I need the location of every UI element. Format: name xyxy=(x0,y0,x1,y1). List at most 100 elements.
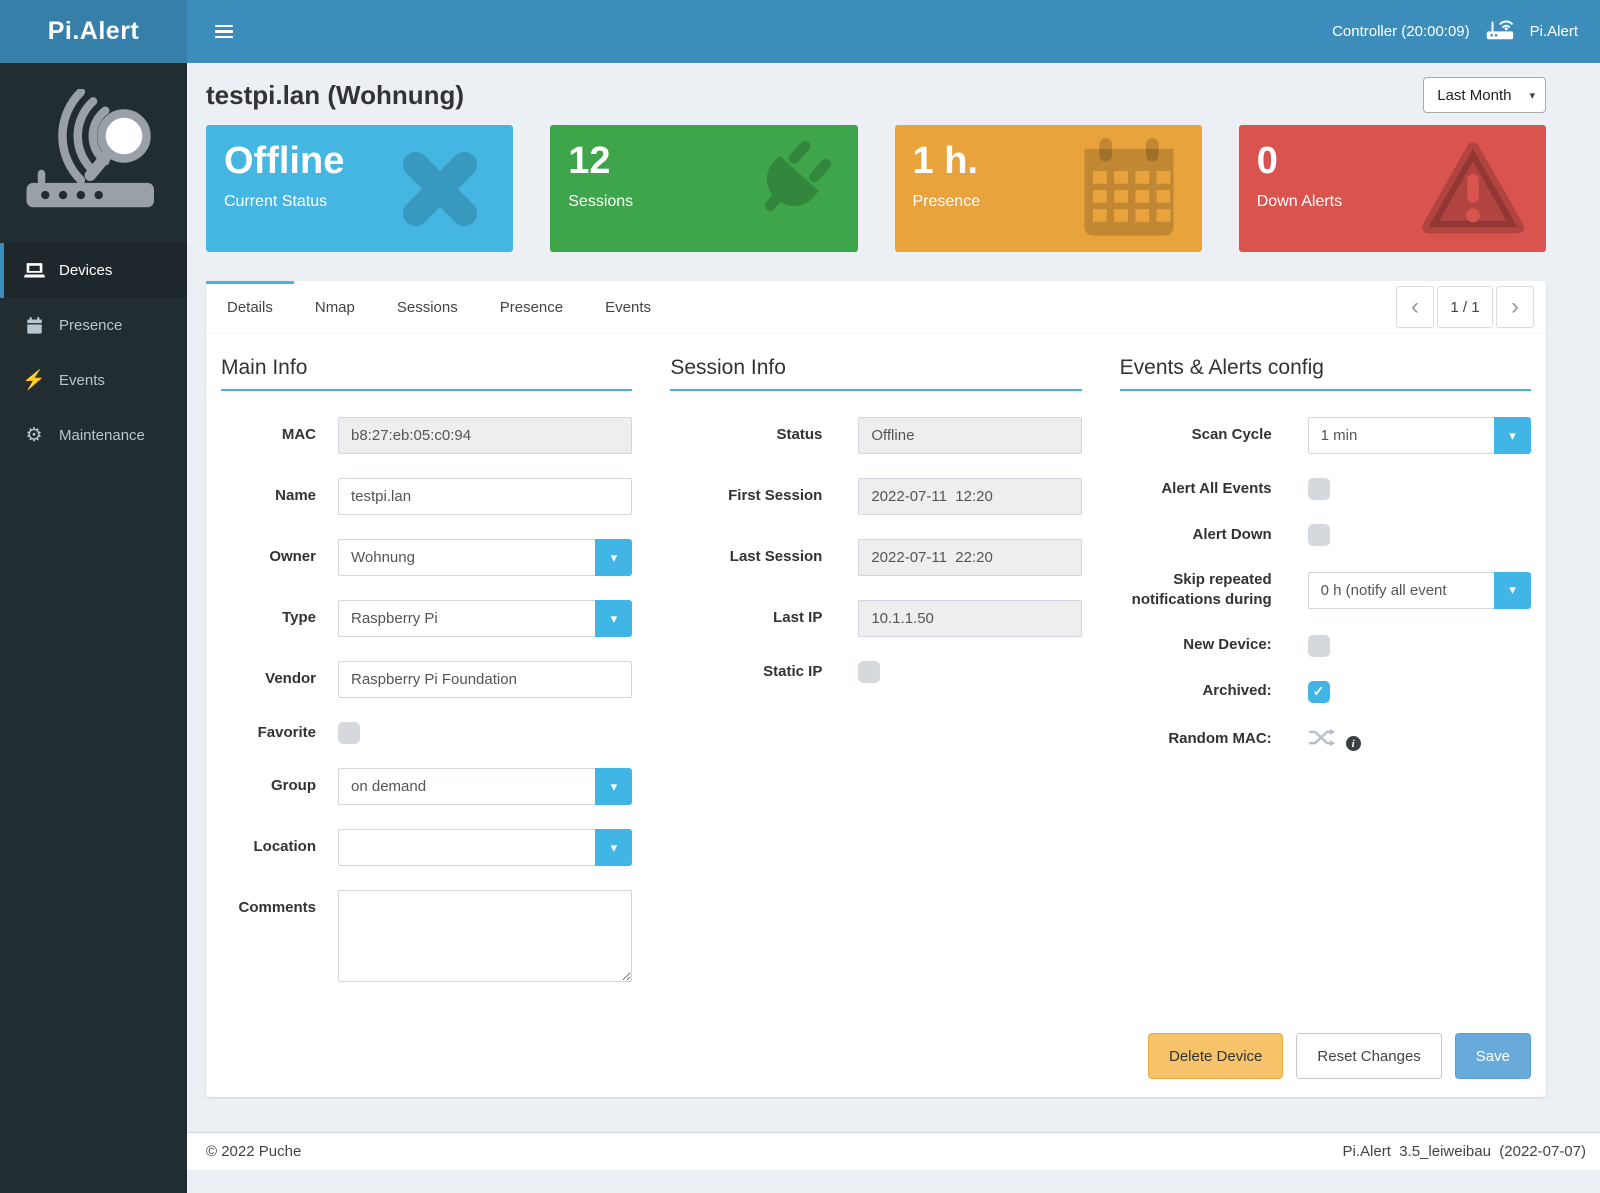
prev-device-button[interactable]: ‹ xyxy=(1396,286,1434,328)
panel-tabs-row: Details Nmap Sessions Presence Events ‹ … xyxy=(206,281,1546,334)
group-select[interactable]: on demand ▾ xyxy=(338,768,633,805)
sessions-card[interactable]: 12 Sessions xyxy=(550,125,858,252)
info-icon[interactable]: i xyxy=(1345,736,1361,751)
last-session-field: 2022-07-11 22:20 xyxy=(858,539,1082,576)
card-label: Presence xyxy=(912,192,981,210)
sidebar-item-presence[interactable]: Presence xyxy=(0,298,187,353)
save-button[interactable]: Save xyxy=(1454,1033,1531,1079)
vendor-field[interactable] xyxy=(338,661,633,698)
chevron-down-icon: ▾ xyxy=(1529,89,1535,102)
alerts-config-section: Events & Alerts config Scan Cycle 1 min … xyxy=(1119,356,1531,1011)
skip-notifications-label: Skip repeated notifications during xyxy=(1131,571,1272,609)
location-label: Location xyxy=(253,838,317,856)
skip-notifications-select-value: 0 h (notify all event xyxy=(1307,571,1494,609)
form-actions: Delete Device Reset Changes Save xyxy=(221,1033,1531,1079)
random-mac-label: Random MAC: xyxy=(1168,730,1272,748)
section-title-main-info: Main Info xyxy=(221,356,633,391)
app-logo xyxy=(0,63,187,243)
x-mark-icon xyxy=(387,136,493,242)
top-navbar: Pi.Alert Controller (20:00:09) xyxy=(0,0,1600,63)
sidebar-toggle-button[interactable] xyxy=(203,12,245,52)
type-select[interactable]: Raspberry Pi ▾ xyxy=(338,600,633,637)
period-select-value: Last Month xyxy=(1437,86,1512,104)
archived-checkbox[interactable]: ✓ xyxy=(1307,680,1330,703)
section-title-session-info: Session Info xyxy=(670,356,1082,391)
chevron-down-icon: ▾ xyxy=(610,610,618,626)
down-alerts-card[interactable]: 0 Down Alerts xyxy=(1238,125,1546,252)
location-select-button[interactable]: ▾ xyxy=(595,829,633,866)
type-select-button[interactable]: ▾ xyxy=(595,600,633,637)
sidebar: Devices Presence xyxy=(0,63,187,1193)
tab-details[interactable]: Details xyxy=(206,281,294,333)
chevron-right-icon: › xyxy=(1511,293,1519,320)
hamburger-icon xyxy=(215,24,233,28)
presence-card[interactable]: 1 h. Presence xyxy=(894,125,1202,252)
static-ip-checkbox[interactable] xyxy=(858,661,881,683)
card-value: 12 xyxy=(568,140,611,182)
skip-notifications-select[interactable]: 0 h (notify all event ▾ xyxy=(1307,571,1531,609)
tab-presence[interactable]: Presence xyxy=(499,299,564,316)
vendor-label: Vendor xyxy=(265,670,316,688)
mac-field[interactable]: b8:27:eb:05:c0:94 xyxy=(338,417,633,454)
tab-sessions[interactable]: Sessions xyxy=(396,299,458,316)
reset-changes-button[interactable]: Reset Changes xyxy=(1296,1033,1442,1079)
name-field[interactable] xyxy=(338,478,633,515)
status-field: Offline xyxy=(858,417,1082,454)
calendar-icon xyxy=(22,317,46,334)
page-header: testpi.lan (Wohnung) Last Month ▾ xyxy=(206,77,1546,113)
warning-triangle-icon xyxy=(1420,136,1526,242)
alert-all-events-checkbox[interactable] xyxy=(1307,478,1330,500)
card-value: Offline xyxy=(224,140,345,182)
status-label: Status xyxy=(776,426,823,444)
scan-cycle-select-value: 1 min xyxy=(1307,417,1494,454)
sidebar-item-devices[interactable]: Devices xyxy=(0,243,187,298)
first-session-label: First Session xyxy=(728,487,823,505)
chevron-down-icon: ▾ xyxy=(1509,427,1516,443)
last-ip-label: Last IP xyxy=(773,609,823,627)
alert-down-checkbox[interactable] xyxy=(1307,524,1330,546)
type-select-value: Raspberry Pi xyxy=(338,600,596,637)
location-select[interactable]: ▾ xyxy=(338,829,633,866)
sidebar-item-events[interactable]: ⚡ Events xyxy=(0,353,187,408)
owner-select-button[interactable]: ▾ xyxy=(595,539,633,576)
alert-down-label: Alert Down xyxy=(1192,525,1272,543)
brand-logo[interactable]: Pi.Alert xyxy=(0,0,187,63)
next-device-button[interactable]: › xyxy=(1496,286,1534,328)
group-select-button[interactable]: ▾ xyxy=(595,768,633,805)
device-name[interactable]: Pi.Alert xyxy=(1529,23,1578,40)
page-indicator: 1 / 1 xyxy=(1437,286,1493,328)
group-label: Group xyxy=(271,777,316,795)
calendar-grid-icon xyxy=(1076,136,1182,242)
plug-icon xyxy=(732,136,838,242)
tab-events[interactable]: Events xyxy=(605,299,651,316)
controller-status[interactable]: Controller (20:00:09) xyxy=(1332,23,1470,40)
card-value: 0 xyxy=(1256,140,1278,182)
type-label: Type xyxy=(282,609,316,627)
delete-device-button[interactable]: Delete Device xyxy=(1148,1033,1284,1079)
scan-cycle-select-button[interactable]: ▾ xyxy=(1494,417,1531,454)
name-label: Name xyxy=(275,487,316,505)
tab-nmap[interactable]: Nmap xyxy=(314,299,355,316)
scan-cycle-select[interactable]: 1 min ▾ xyxy=(1307,417,1531,454)
period-select[interactable]: Last Month ▾ xyxy=(1423,77,1546,113)
tabs: Details Nmap Sessions Presence Events xyxy=(206,281,672,333)
sidebar-item-label: Maintenance xyxy=(59,427,145,444)
device-details-panel: Details Nmap Sessions Presence Events ‹ … xyxy=(206,281,1546,1097)
gear-icon: ⚙ xyxy=(25,425,43,446)
owner-select[interactable]: Wohnung ▾ xyxy=(338,539,633,576)
router-icon xyxy=(1485,19,1515,45)
new-device-label: New Device: xyxy=(1183,636,1272,654)
sidebar-menu: Devices Presence xyxy=(0,243,187,463)
new-device-checkbox[interactable] xyxy=(1307,634,1330,657)
comments-field[interactable] xyxy=(338,890,633,982)
card-label: Sessions xyxy=(568,192,634,210)
sidebar-item-maintenance[interactable]: ⚙ Maintenance xyxy=(0,408,187,463)
current-status-card[interactable]: Offline Current Status xyxy=(206,125,514,252)
main-area: testpi.lan (Wohnung) Last Month ▾ Offlin… xyxy=(187,63,1600,1193)
session-info-section: Session Info Status Offline First Sessio… xyxy=(670,356,1082,1011)
stat-cards: Offline Current Status 12 Session xyxy=(206,125,1546,252)
location-select-value xyxy=(338,829,596,866)
alert-all-events-label: Alert All Events xyxy=(1161,479,1272,497)
favorite-checkbox[interactable] xyxy=(338,722,360,744)
skip-notifications-select-button[interactable]: ▾ xyxy=(1494,571,1531,609)
